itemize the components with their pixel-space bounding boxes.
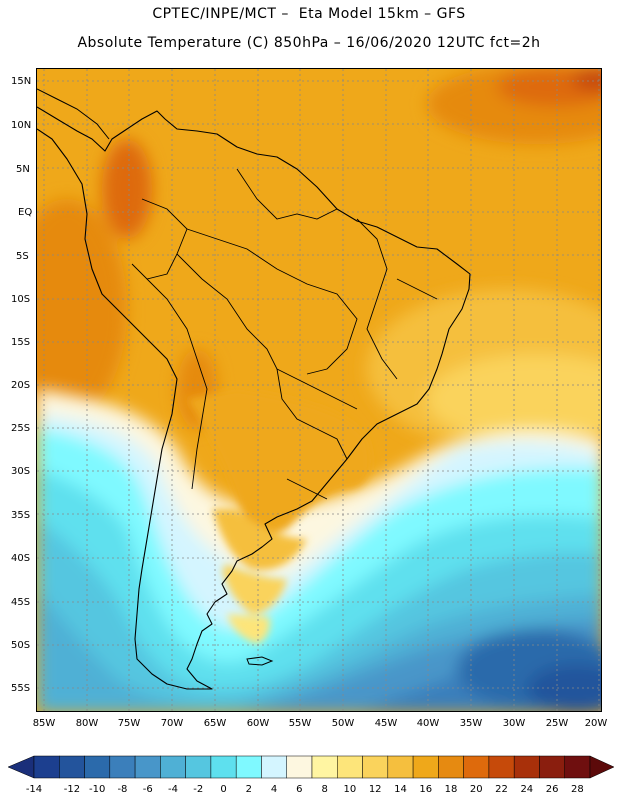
lat-5s: 5S [16, 251, 29, 262]
colorbar-swatch [235, 755, 262, 779]
colorbar-under-arrow [7, 755, 35, 779]
colorbar-swatch [134, 755, 161, 779]
colorbar-swatch [438, 755, 464, 779]
colorbar-swatch [337, 755, 363, 779]
colorbar-swatch [564, 755, 591, 779]
lon-35w: 35W [460, 718, 483, 729]
lon-40w: 40W [417, 718, 440, 729]
map-subtitle: Absolute Temperature (C) 850hPa – 16/06/… [77, 35, 541, 51]
lon-30w: 30W [503, 718, 526, 729]
colorbar-swatch [387, 755, 414, 779]
lon-85w: 85W [33, 718, 56, 729]
colorbar-swatch [84, 755, 111, 779]
lat-5n: 5N [16, 164, 30, 175]
lon-25w: 25W [546, 718, 569, 729]
colorbar-tick-label: -10 [89, 784, 105, 795]
colorbar-swatch [59, 755, 85, 779]
colorbar-tick-label: 12 [369, 784, 382, 795]
colorbar-tick-label: -6 [143, 784, 153, 795]
colorbar-tick-label: 6 [296, 784, 302, 795]
colorbar: -14 -12 -10 -8 -6 -4 -2 0 2 4 6 8 10 12 14 16 18 20 22 24 26… [7, 755, 615, 795]
map-title: CPTEC/INPE/MCT – Eta Model 15km – GFS [152, 6, 466, 22]
lat-15n: 15N [11, 76, 31, 87]
lat-50s: 50S [11, 640, 30, 651]
lat-25s: 25S [11, 423, 30, 434]
colorbar-tick-label: 10 [344, 784, 357, 795]
lat-20s: 20S [11, 380, 30, 391]
colorbar-tick-label: 28 [571, 784, 584, 795]
colorbar-tick-label: -8 [117, 784, 127, 795]
lat-40s: 40S [11, 553, 30, 564]
lat-35s: 35S [11, 510, 30, 521]
lat-10s: 10S [11, 294, 30, 305]
colorbar-swatch [463, 755, 490, 779]
colorbar-swatch [539, 755, 565, 779]
colorbar-swatch [513, 755, 540, 779]
colorbar-swatch [488, 755, 515, 779]
lat-55s: 55S [11, 683, 30, 694]
colorbar-swatch [160, 755, 186, 779]
colorbar-over-arrow [589, 755, 615, 779]
colorbar-swatch [261, 755, 287, 779]
colorbar-swatch [286, 755, 313, 779]
lat-45s: 45S [11, 597, 30, 608]
colorbar-tick-label: 8 [321, 784, 327, 795]
colorbar-swatch [362, 755, 389, 779]
lat-10n: 10N [11, 120, 31, 131]
graticule [37, 69, 601, 711]
colorbar-tick-label: 0 [220, 784, 226, 795]
temperature-map [36, 68, 602, 712]
colorbar-tick-label: -2 [193, 784, 203, 795]
lon-65w: 65W [204, 718, 227, 729]
colorbar-swatch [412, 755, 439, 779]
colorbar-swatch [210, 755, 237, 779]
colorbar-tick-label: 18 [445, 784, 458, 795]
lon-20w: 20W [585, 718, 608, 729]
country-borders [131, 168, 438, 500]
lat-15s: 15S [11, 337, 30, 348]
colorbar-tick-label: -12 [64, 784, 80, 795]
colorbar-swatch [185, 755, 212, 779]
colorbar-tick-label: 24 [520, 784, 533, 795]
lat-30s: 30S [11, 466, 30, 477]
lon-70w: 70W [161, 718, 184, 729]
colorbar-tick-label: 26 [546, 784, 559, 795]
lon-80w: 80W [76, 718, 99, 729]
colorbar-tick-label: 2 [246, 784, 252, 795]
colorbar-swatch [109, 755, 136, 779]
colorbar-tick-label: -4 [168, 784, 178, 795]
map-svg [37, 69, 601, 711]
colorbar-tick-label: 20 [470, 784, 483, 795]
colorbar-tick-label: -14 [26, 784, 42, 795]
lon-50w: 50W [332, 718, 355, 729]
colorbar-tick-label: 4 [271, 784, 277, 795]
lon-55w: 55W [289, 718, 312, 729]
colorbar-tick-label: 14 [394, 784, 407, 795]
lat-eq: EQ [18, 207, 32, 218]
colorbar-swatch [311, 755, 338, 779]
south-america-coastline [37, 106, 471, 690]
lon-75w: 75W [118, 718, 141, 729]
lon-45w: 45W [375, 718, 398, 729]
colorbar-swatch [33, 755, 60, 779]
colorbar-tick-label: 22 [495, 784, 508, 795]
colorbar-tick-label: 16 [419, 784, 432, 795]
lon-60w: 60W [247, 718, 270, 729]
